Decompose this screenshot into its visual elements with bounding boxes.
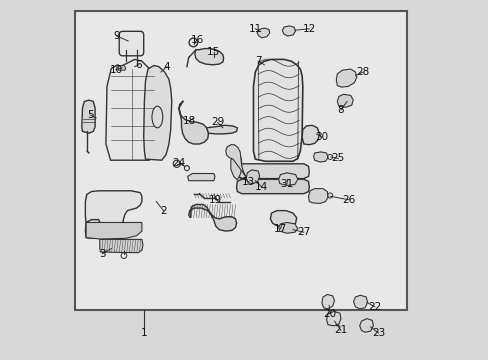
Text: 17: 17 [273, 224, 286, 234]
Polygon shape [308, 189, 327, 203]
Polygon shape [257, 28, 269, 38]
Text: 21: 21 [334, 325, 347, 336]
Text: 31: 31 [280, 179, 293, 189]
Text: 24: 24 [172, 158, 185, 168]
Polygon shape [321, 294, 334, 309]
Text: 3: 3 [99, 249, 105, 259]
Text: 22: 22 [367, 302, 381, 312]
Ellipse shape [152, 106, 163, 128]
Text: 25: 25 [331, 153, 344, 163]
Polygon shape [313, 152, 327, 162]
Text: 1: 1 [140, 328, 147, 338]
Polygon shape [278, 222, 297, 233]
Polygon shape [106, 59, 154, 160]
Polygon shape [86, 222, 142, 239]
Text: 26: 26 [342, 195, 355, 205]
Text: 11: 11 [248, 24, 262, 34]
Polygon shape [179, 101, 208, 144]
Polygon shape [225, 145, 246, 177]
Polygon shape [236, 164, 309, 179]
Text: 13: 13 [242, 177, 255, 187]
Bar [75, 11, 406, 310]
Text: 8: 8 [337, 105, 344, 115]
Polygon shape [100, 239, 142, 253]
Polygon shape [85, 191, 142, 224]
Text: 30: 30 [315, 132, 328, 142]
Polygon shape [206, 125, 237, 134]
Text: 29: 29 [210, 117, 224, 127]
Text: 15: 15 [207, 47, 220, 57]
Polygon shape [230, 154, 241, 180]
Polygon shape [246, 170, 259, 184]
Text: 5: 5 [87, 110, 94, 120]
Polygon shape [326, 311, 340, 326]
Text: 6: 6 [136, 60, 142, 70]
Polygon shape [236, 179, 309, 194]
Text: 10: 10 [109, 65, 122, 75]
Text: 18: 18 [183, 116, 196, 126]
Text: 19: 19 [209, 195, 222, 205]
Polygon shape [85, 220, 100, 238]
Polygon shape [302, 125, 319, 145]
Polygon shape [336, 69, 356, 87]
Text: 12: 12 [302, 24, 315, 34]
FancyBboxPatch shape [119, 31, 143, 56]
Polygon shape [278, 173, 297, 185]
Text: 20: 20 [323, 309, 336, 319]
Polygon shape [118, 66, 125, 70]
Polygon shape [194, 49, 223, 65]
Text: 4: 4 [163, 62, 170, 72]
Text: 28: 28 [356, 67, 369, 77]
Text: 14: 14 [255, 182, 268, 192]
Text: 27: 27 [297, 227, 310, 237]
Polygon shape [188, 204, 236, 231]
Polygon shape [143, 66, 171, 160]
Polygon shape [353, 295, 367, 309]
Text: 9: 9 [113, 31, 120, 41]
Polygon shape [270, 211, 296, 227]
Polygon shape [337, 94, 352, 107]
Polygon shape [282, 26, 295, 36]
Polygon shape [81, 100, 95, 133]
Text: 2: 2 [160, 206, 166, 216]
Polygon shape [187, 174, 215, 181]
Text: 23: 23 [371, 328, 384, 338]
Text: 7: 7 [255, 56, 262, 66]
Polygon shape [253, 59, 302, 161]
Text: 16: 16 [190, 35, 203, 45]
Polygon shape [359, 319, 373, 332]
